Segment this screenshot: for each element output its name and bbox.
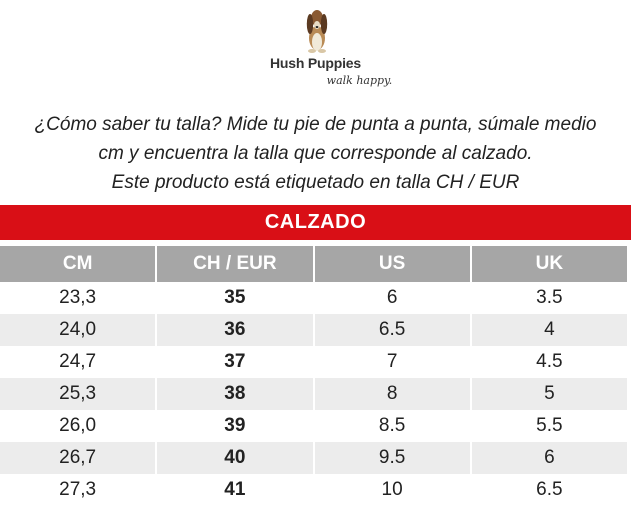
- cell-us: 7: [386, 351, 398, 372]
- table-row: 26,7 40 9.5 6: [0, 442, 627, 474]
- cell-us: 6.5: [314, 314, 470, 346]
- cell-cm: 26,7: [0, 442, 156, 474]
- cell-ch-eur: 35: [224, 287, 246, 308]
- header-ch-eur: CH / EUR: [157, 246, 313, 282]
- table-row: 23,3 35 6 3.5: [0, 282, 627, 314]
- table-header-row: CM CH / EUR US UK: [0, 246, 627, 282]
- table-row: 25,3 38 8 5: [0, 378, 627, 410]
- cell-cm: 27,3: [59, 479, 97, 500]
- cell-cm: 24,0: [0, 314, 156, 346]
- header-cm: CM: [0, 246, 156, 282]
- cell-us: 6: [386, 287, 398, 308]
- table-row: 26,0 39 8.5 5.5: [0, 410, 627, 442]
- instructions-line-2: cm y encuentra la talla que corresponde …: [98, 143, 533, 164]
- cell-cm: 23,3: [59, 287, 97, 308]
- instructions-line-1: ¿Cómo saber tu talla? Mide tu pie de pun…: [34, 114, 597, 135]
- brand-logo: Hush Puppies walk happy.: [0, 0, 631, 98]
- cell-uk: 6.5: [536, 479, 563, 500]
- cell-ch-eur: 41: [224, 479, 246, 500]
- cell-ch-eur: 40: [157, 442, 313, 474]
- basset-hound-logo-icon: [306, 10, 328, 53]
- cell-uk: 3.5: [536, 287, 563, 308]
- brand-name: Hush Puppies: [270, 55, 361, 71]
- brand-tagline: walk happy.: [326, 74, 393, 87]
- cell-us: 10: [381, 479, 403, 500]
- cell-uk: 5: [471, 378, 627, 410]
- cell-us: 8.5: [378, 415, 406, 436]
- cell-ch-eur: 37: [224, 351, 246, 372]
- cell-us: 8: [314, 378, 470, 410]
- cell-us: 9.5: [314, 442, 470, 474]
- cell-ch-eur: 36: [157, 314, 313, 346]
- cell-uk: 4.5: [536, 351, 563, 372]
- table-row: 24,7 37 7 4.5: [0, 346, 627, 378]
- cell-ch-eur: 39: [224, 415, 246, 436]
- table-row: 27,3 41 10 6.5: [0, 474, 627, 506]
- header-us: US: [314, 246, 470, 282]
- cell-cm: 24,7: [59, 351, 97, 372]
- cell-uk: 4: [471, 314, 627, 346]
- cell-ch-eur: 38: [157, 378, 313, 410]
- table-title-banner: CALZADO: [0, 205, 631, 240]
- header-uk: UK: [471, 246, 627, 282]
- instructions-line-3: Este producto está etiquetado en talla C…: [111, 172, 520, 193]
- cell-cm: 26,0: [59, 415, 97, 436]
- cell-uk: 6: [471, 442, 627, 474]
- cell-uk: 5.5: [536, 415, 563, 436]
- size-chart-table: CM CH / EUR US UK 23,3 35 6 3.5 24,0 36 …: [0, 246, 629, 506]
- table-row: 24,0 36 6.5 4: [0, 314, 627, 346]
- cell-cm: 25,3: [0, 378, 156, 410]
- size-instructions: ¿Cómo saber tu talla? Mide tu pie de pun…: [0, 110, 631, 197]
